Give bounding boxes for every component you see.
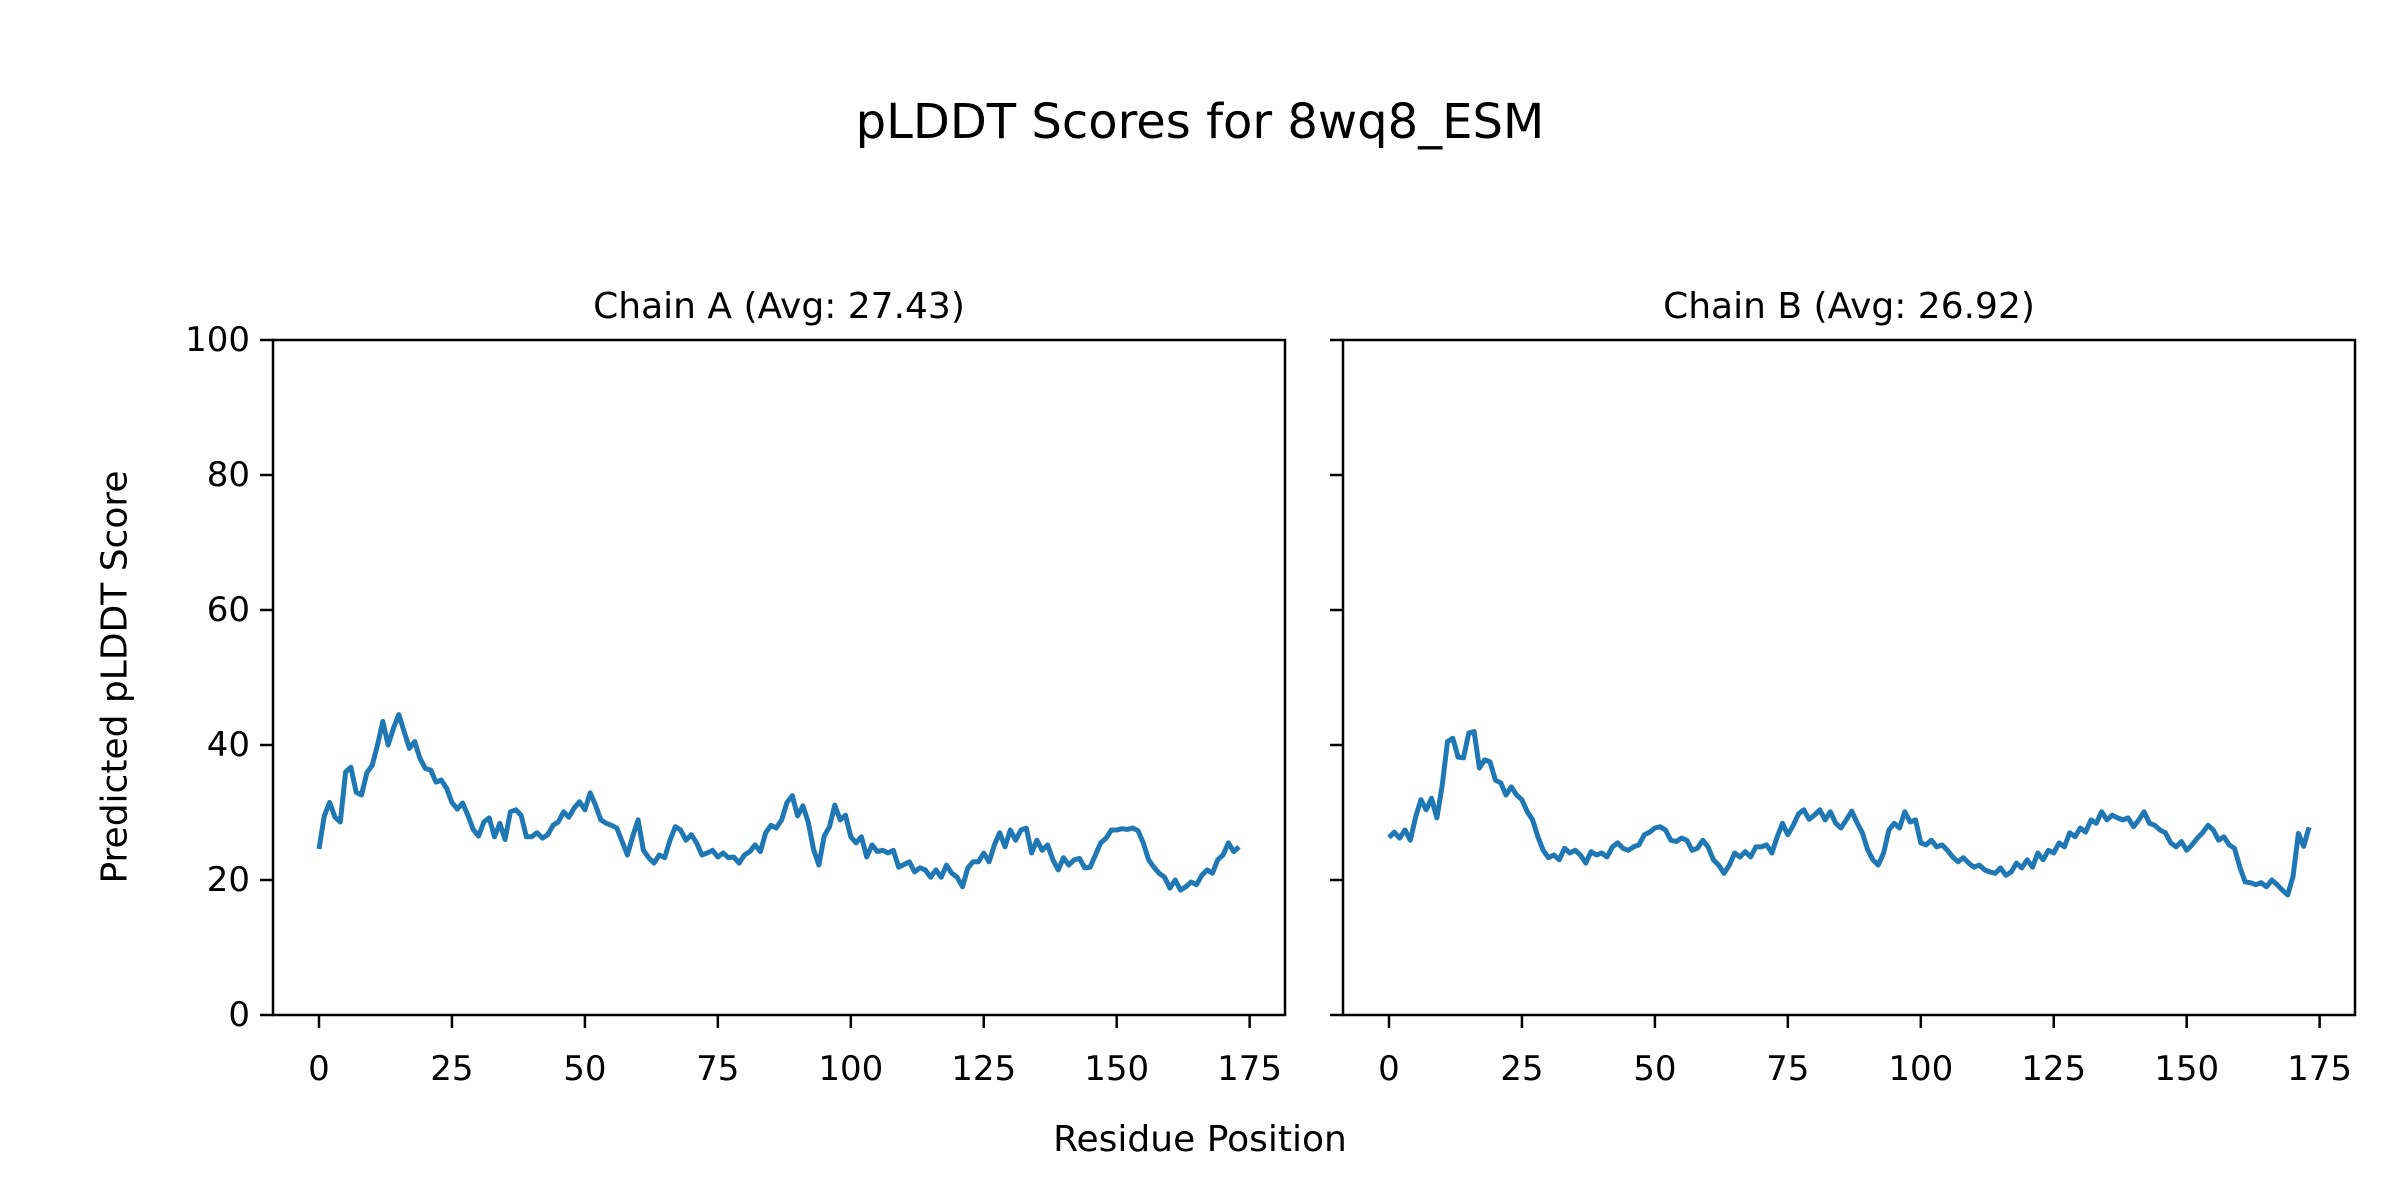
x-tick-label: 25: [430, 1049, 474, 1089]
x-tick-label: 175: [1217, 1049, 1283, 1089]
y-tick-label: 20: [206, 860, 250, 900]
x-tick-label: 150: [1084, 1049, 1150, 1089]
x-tick-label: 50: [563, 1049, 607, 1089]
x-tick-label: 75: [696, 1049, 740, 1089]
x-tick-label: 75: [1766, 1049, 1810, 1089]
x-tick-label: 175: [2287, 1049, 2353, 1089]
axes-spines-chain-a: [271, 338, 1287, 1017]
x-tick-label: 125: [951, 1049, 1017, 1089]
axes-spines-chain-b: [1341, 338, 2357, 1017]
x-tick-label: 25: [1500, 1049, 1544, 1089]
x-tick-label: 100: [1888, 1049, 1954, 1089]
plddt-line-chain-b: [1387, 729, 2312, 898]
plddt-line-chain-a: [316, 712, 1241, 893]
x-tick-label: 50: [1633, 1049, 1677, 1089]
x-tick-label: 0: [308, 1049, 330, 1089]
x-tick-label: 0: [1378, 1049, 1400, 1089]
y-axis-label: Predicted pLDDT Score: [94, 470, 136, 884]
subplot-title-chain-a: Chain A (Avg: 27.43): [593, 286, 965, 327]
figure-title: pLDDT Scores for 8wq8_ESM: [855, 94, 1545, 150]
y-tick-label: 60: [206, 590, 250, 630]
subplot-title-chain-b: Chain B (Avg: 26.92): [1663, 286, 2035, 327]
x-tick-label: 150: [2154, 1049, 2220, 1089]
y-tick-label: 0: [228, 995, 250, 1035]
y-tick-label: 80: [206, 455, 250, 495]
x-tick-label: 125: [2021, 1049, 2087, 1089]
y-tick-label: 40: [206, 725, 250, 765]
x-axis-label: Residue Position: [1053, 1119, 1347, 1160]
x-tick-label: 100: [818, 1049, 884, 1089]
y-tick-label: 100: [185, 320, 250, 360]
